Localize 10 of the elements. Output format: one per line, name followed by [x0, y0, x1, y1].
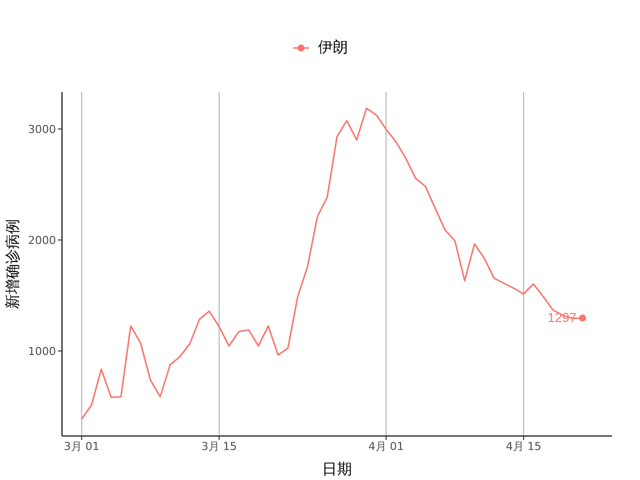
x-tick-label: 4月 01 — [368, 440, 404, 453]
x-axis-title: 日期 — [322, 460, 352, 478]
y-axis-title: 新增确诊病例 — [3, 219, 22, 309]
x-tick-label: 3月 01 — [64, 440, 100, 453]
x-tick-label: 3月 15 — [201, 440, 237, 453]
x-tick-label: 4月 15 — [506, 440, 542, 453]
legend-label: 伊朗 — [318, 38, 348, 57]
y-tick-label: 2000 — [28, 234, 56, 247]
y-tick-label: 1000 — [28, 344, 56, 358]
y-tick-label: 3000 — [28, 122, 56, 136]
